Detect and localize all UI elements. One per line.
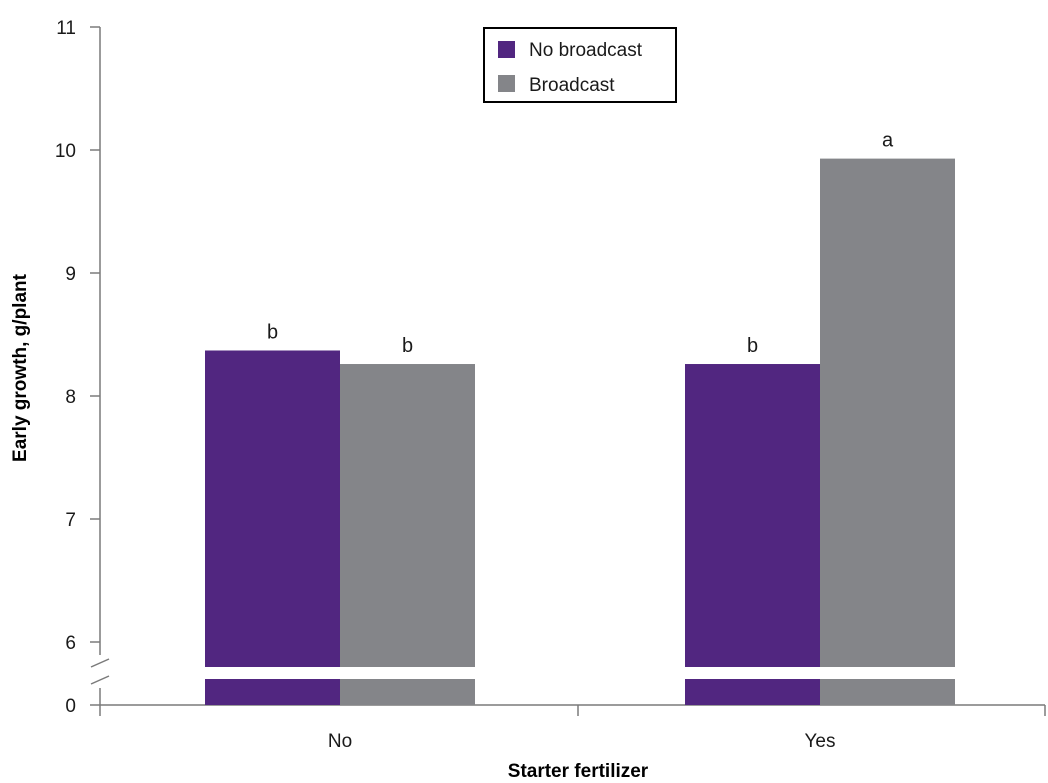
- bar: [340, 364, 475, 667]
- legend-label-broadcast: Broadcast: [529, 75, 615, 96]
- data-label: a: [882, 130, 894, 152]
- data-labels: b b b a: [267, 130, 894, 357]
- y-tick-label: 9: [65, 264, 76, 285]
- data-label: b: [402, 335, 413, 357]
- bar: [820, 158, 955, 668]
- y-tick-label: 8: [65, 387, 76, 408]
- y-tick-label: 10: [55, 141, 76, 162]
- y-axis-break-mark: [90, 675, 110, 685]
- y-tick-label: 0: [65, 696, 76, 717]
- bar-base: [820, 679, 955, 705]
- data-label: b: [747, 335, 758, 357]
- y-tick-label: 11: [56, 18, 76, 39]
- bar-base: [205, 679, 340, 705]
- legend-swatch-no-broadcast: [498, 41, 515, 58]
- y-axis-title: Early growth, g/plant: [10, 273, 31, 462]
- x-axis-title: Starter fertilizer: [508, 761, 649, 782]
- bar-base: [340, 679, 475, 705]
- legend-box: [483, 27, 677, 103]
- bars: [205, 158, 955, 705]
- legend: No broadcast Broadcast: [483, 27, 677, 103]
- legend-swatch-broadcast: [498, 75, 515, 92]
- data-label: b: [267, 321, 278, 343]
- y-tick-label: 6: [65, 633, 76, 654]
- x-tick-label: No: [328, 731, 352, 752]
- bar-base: [685, 679, 820, 705]
- legend-label-no-broadcast: No broadcast: [529, 40, 643, 61]
- bar: [205, 350, 340, 667]
- y-tick-label: 7: [65, 510, 76, 531]
- y-axis-break-mark: [90, 658, 110, 668]
- bar: [685, 364, 820, 667]
- x-tick-label: Yes: [805, 731, 836, 752]
